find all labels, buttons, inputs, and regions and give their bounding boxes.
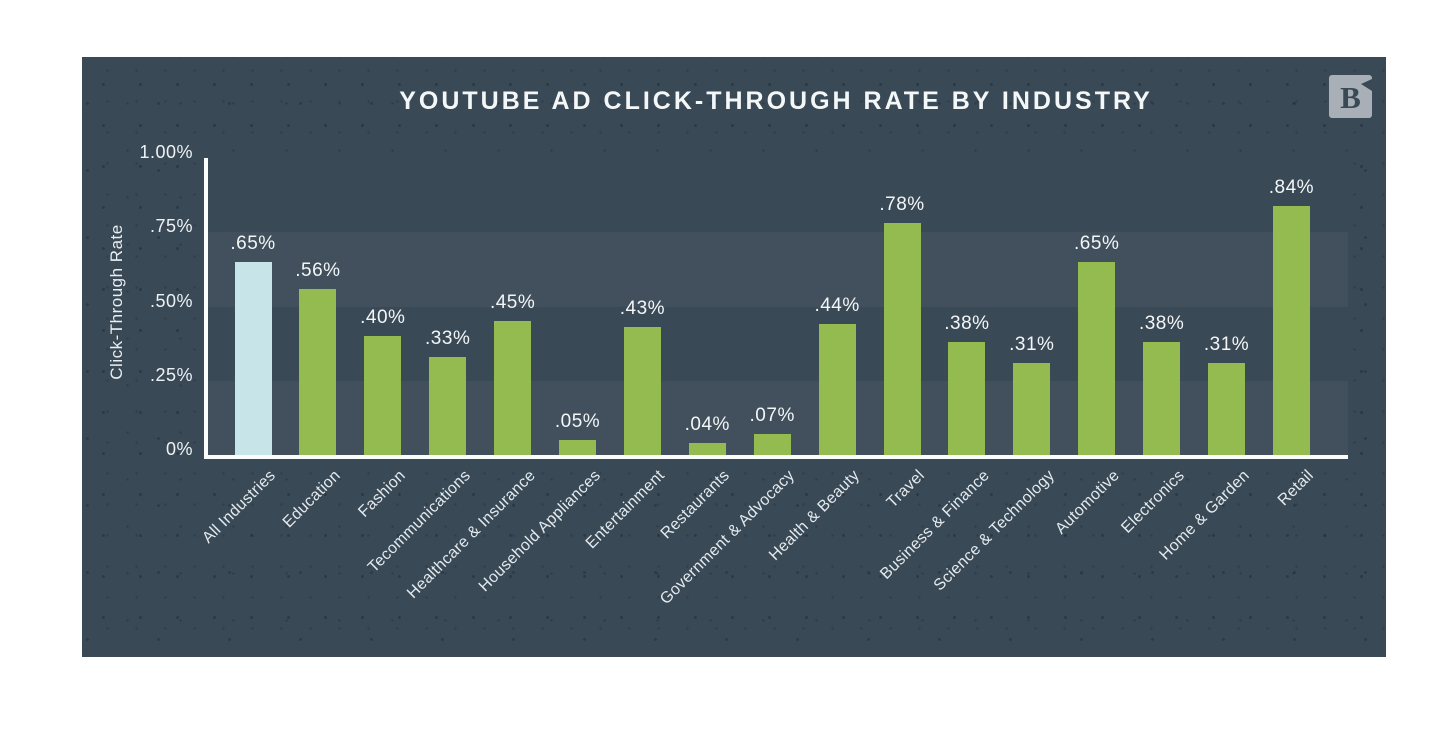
bar bbox=[494, 321, 532, 455]
bar bbox=[1208, 362, 1245, 455]
bar-value-label: .38% bbox=[1138, 313, 1185, 335]
bar-value-label: .56% bbox=[295, 259, 341, 281]
bar bbox=[364, 336, 402, 455]
brand-logo: B bbox=[1329, 75, 1372, 118]
bar bbox=[818, 324, 856, 455]
bar bbox=[948, 342, 986, 455]
y-axis-title: Click-Through Rate bbox=[107, 224, 126, 380]
bar bbox=[1143, 342, 1181, 455]
bar-value-label: .40% bbox=[360, 307, 406, 329]
bar bbox=[1272, 205, 1310, 455]
bar bbox=[623, 327, 661, 455]
bar-value-label: .65% bbox=[230, 232, 276, 254]
bar bbox=[1013, 362, 1051, 455]
bar-value-label: .05% bbox=[554, 411, 601, 433]
bar bbox=[299, 288, 337, 455]
bar bbox=[559, 440, 596, 455]
bar bbox=[688, 443, 726, 455]
bar-value-label: .78% bbox=[879, 194, 925, 216]
bar bbox=[1078, 261, 1116, 455]
bar-value-label: .44% bbox=[814, 295, 860, 317]
y-axis-tick-label: .50% bbox=[149, 290, 193, 311]
bar-value-label: .38% bbox=[944, 313, 990, 335]
bar-value-label: .84% bbox=[1268, 176, 1315, 198]
chart-title: YOUTUBE AD CLICK-THROUGH RATE BY INDUSTR… bbox=[399, 87, 1153, 115]
bar-value-label: .45% bbox=[489, 292, 536, 314]
bar-value-label: .65% bbox=[1074, 232, 1120, 254]
bar bbox=[429, 356, 467, 455]
y-axis-tick-label: 1.00% bbox=[139, 142, 193, 162]
y-axis-tick-label: 0% bbox=[165, 439, 193, 459]
bar-value-label: .33% bbox=[425, 327, 471, 349]
bar-value-label: .43% bbox=[619, 298, 666, 320]
infographic-card: YOUTUBE AD CLICK-THROUGH RATE BY INDUSTR… bbox=[82, 57, 1386, 657]
y-axis-line bbox=[204, 158, 208, 459]
plot-band bbox=[204, 232, 1348, 307]
y-axis-tick-label: .25% bbox=[149, 364, 193, 385]
y-axis-tick-label: .75% bbox=[149, 216, 193, 237]
bar-value-label: .31% bbox=[1203, 333, 1250, 355]
brand-logo-notch-icon bbox=[1361, 79, 1372, 91]
bar-value-label: .07% bbox=[749, 405, 795, 427]
brand-logo-letter: B bbox=[1340, 79, 1361, 115]
bar bbox=[883, 223, 921, 455]
bar bbox=[753, 434, 791, 455]
bar-highlight bbox=[234, 261, 272, 455]
x-axis-line bbox=[204, 455, 1348, 459]
bar-value-label: .31% bbox=[1009, 333, 1055, 355]
bar-value-label: .04% bbox=[684, 414, 730, 436]
